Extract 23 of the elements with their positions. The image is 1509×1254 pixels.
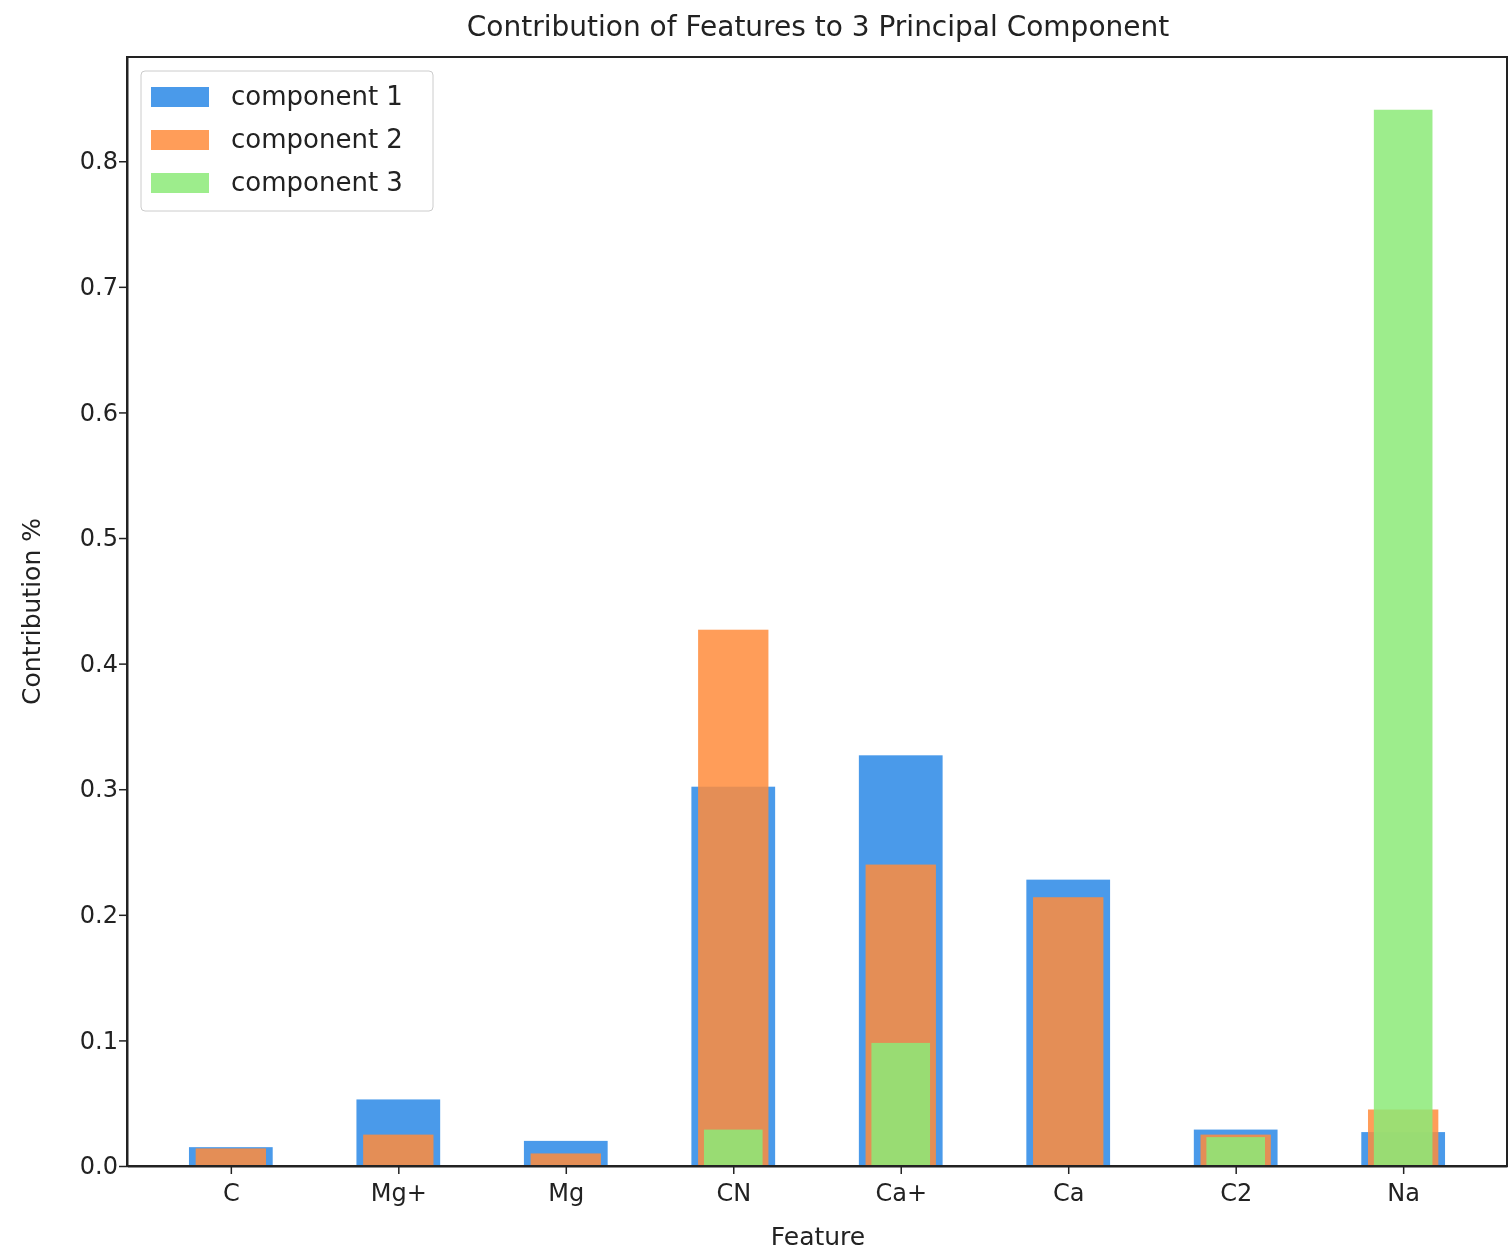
x-tick-label: CN xyxy=(716,1179,752,1208)
x-tick-label: Ca+ xyxy=(875,1179,928,1208)
x-tick-label: C2 xyxy=(1220,1179,1253,1208)
y-tick-label: 0.0 xyxy=(79,1152,118,1181)
y-tick-label: 0.6 xyxy=(79,398,118,427)
chart-title: Contribution of Features to 3 Principal Component xyxy=(466,10,1170,43)
legend-label: component 3 xyxy=(231,167,403,197)
x-tick-label: C xyxy=(222,1179,240,1208)
y-axis-title: Contribution % xyxy=(17,518,46,705)
x-tick-label: Mg xyxy=(548,1179,585,1208)
x-tick-label: Mg+ xyxy=(370,1179,427,1208)
y-tick-label: 0.8 xyxy=(79,147,118,176)
y-tick-label: 0.3 xyxy=(79,775,118,804)
x-tick-label: Na xyxy=(1387,1179,1420,1208)
x-tick-label: Ca xyxy=(1052,1179,1085,1208)
y-tick-label: 0.4 xyxy=(79,649,118,678)
y-tick-label: 0.7 xyxy=(79,273,118,302)
y-tick-label: 0.5 xyxy=(79,524,118,553)
y-tick-label: 0.1 xyxy=(79,1026,118,1055)
y-tick-label: 0.2 xyxy=(79,900,118,929)
legend-label: component 2 xyxy=(231,124,403,154)
legend-label: component 1 xyxy=(231,81,403,111)
x-axis-title: Feature xyxy=(770,1222,866,1251)
